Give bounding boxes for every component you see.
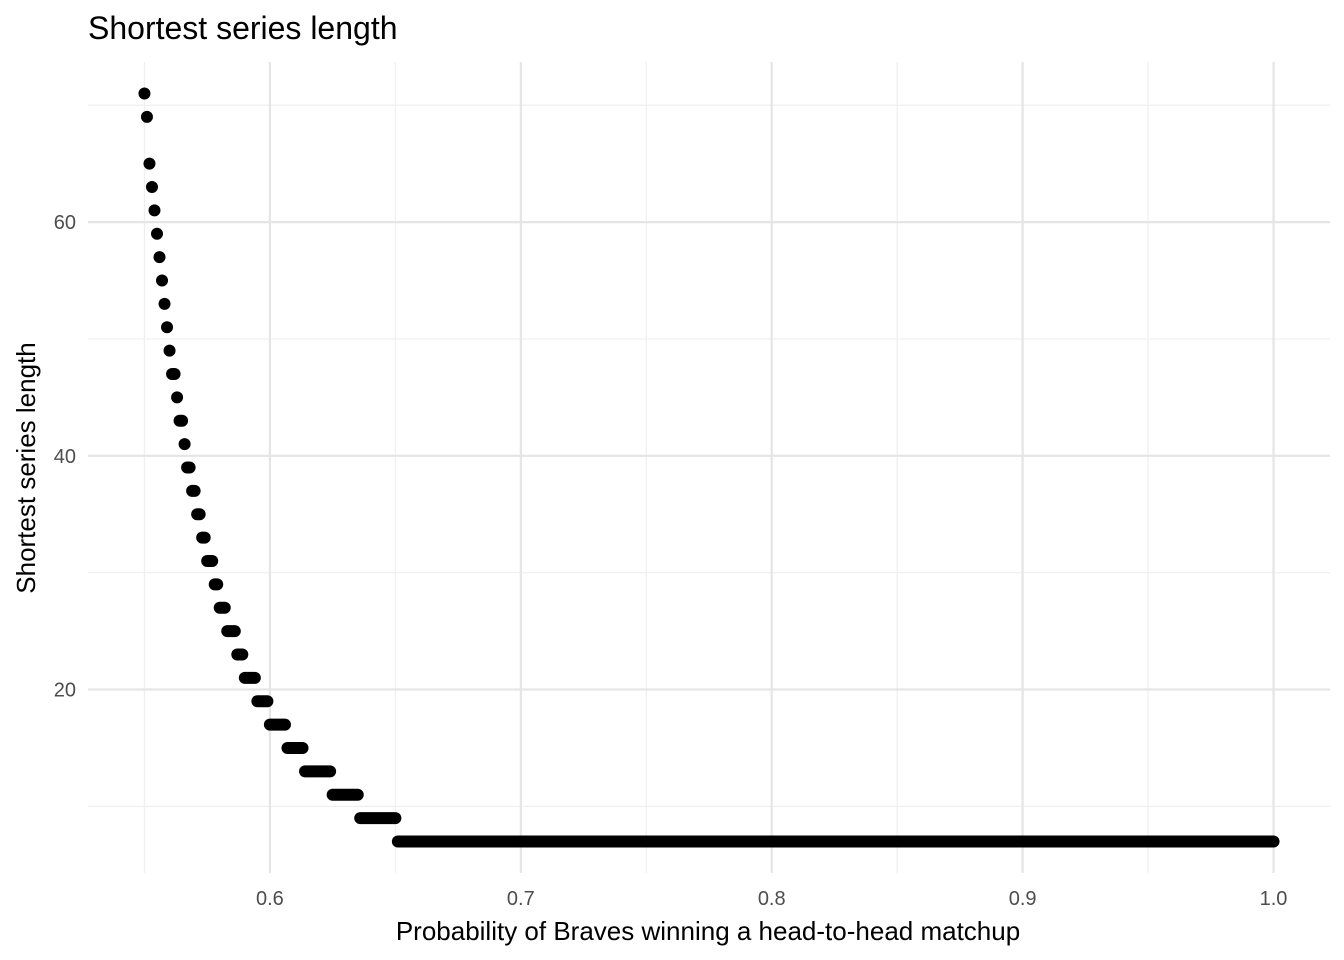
x-axis-label: Probability of Braves winning a head-to-… bbox=[396, 916, 1020, 946]
y-tick-label: 40 bbox=[54, 446, 76, 468]
data-points bbox=[138, 87, 1280, 848]
x-tick-label: 0.7 bbox=[507, 888, 535, 910]
x-tick-label: 0.8 bbox=[758, 888, 786, 910]
chart-title: Shortest series length bbox=[88, 10, 398, 46]
y-tick-label: 60 bbox=[54, 212, 76, 234]
y-tick-labels: 20 40 60 bbox=[54, 212, 76, 701]
y-tick-label: 20 bbox=[54, 680, 76, 702]
x-tick-labels: 0.6 0.7 0.8 0.9 1.0 bbox=[256, 888, 1287, 910]
x-tick-label: 0.9 bbox=[1009, 888, 1037, 910]
grid bbox=[88, 62, 1330, 873]
x-tick-label: 0.6 bbox=[256, 888, 284, 910]
x-tick-label: 1.0 bbox=[1260, 888, 1288, 910]
y-axis-label: Shortest series length bbox=[11, 342, 41, 593]
